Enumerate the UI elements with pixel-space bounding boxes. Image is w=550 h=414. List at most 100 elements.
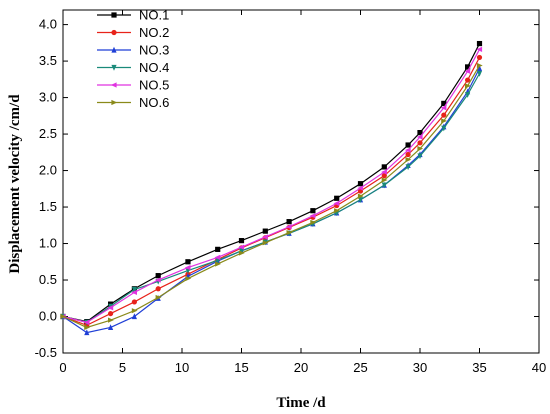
data-point: [357, 185, 364, 191]
data-point: [215, 246, 221, 252]
data-point: [405, 157, 412, 163]
data-point: [440, 105, 447, 111]
data-point: [405, 142, 411, 148]
data-point: [334, 195, 340, 201]
data-point: [262, 234, 268, 240]
data-point: [155, 294, 162, 301]
data-point: [310, 219, 317, 225]
data-point: [131, 308, 138, 314]
x-tick-label: 15: [234, 360, 248, 375]
y-axis-title: Displacement velocity /cm/d: [7, 94, 23, 274]
x-tick-label: 0: [59, 360, 66, 375]
data-point: [381, 173, 387, 179]
series-5: [59, 46, 483, 325]
legend-item-3: NO.3: [97, 43, 169, 58]
data-point: [155, 286, 161, 292]
data-point: [310, 208, 316, 214]
y-tick-label: 4.0: [39, 17, 57, 32]
y-tick-label: 0.0: [39, 309, 57, 324]
y-tick-label: 2.5: [39, 126, 57, 141]
data-point: [404, 147, 411, 153]
series-3: [60, 65, 483, 336]
data-point: [131, 289, 137, 296]
data-point: [357, 193, 364, 199]
legend-marker: [111, 64, 117, 71]
data-point: [83, 319, 90, 325]
x-tick-label: 35: [472, 360, 486, 375]
data-point: [238, 248, 245, 255]
data-point: [381, 164, 387, 170]
series-4: [60, 70, 483, 326]
data-point: [465, 77, 471, 83]
data-point: [108, 324, 114, 331]
series-line: [62, 57, 481, 326]
legend-item-5: NO.5: [97, 78, 169, 93]
data-point: [286, 219, 292, 225]
data-point: [184, 265, 191, 271]
series-1: [60, 40, 483, 325]
data-point: [476, 54, 483, 61]
axes: 0 5 10 15 20 25 30 35 40 -0.5 0.0 0.5 1.0 1.5 2.0 2.5 3.…: [35, 10, 546, 375]
legend-item-1: NO.1: [97, 8, 169, 23]
data-point: [131, 286, 137, 293]
legend-item-2: NO.2: [97, 25, 169, 40]
data-point: [107, 305, 114, 311]
series-layer: [59, 40, 483, 336]
data-point: [286, 229, 293, 236]
y-tick-label: 1.0: [39, 236, 57, 251]
data-point: [262, 228, 268, 234]
legend-marker: [110, 82, 117, 88]
data-point: [476, 70, 483, 77]
data-point: [476, 65, 483, 71]
y-tick-label: 2.0: [39, 163, 57, 178]
data-point: [417, 140, 423, 146]
data-point: [215, 261, 221, 267]
data-point: [441, 100, 447, 107]
data-point: [465, 83, 471, 89]
data-point: [417, 146, 424, 152]
x-tick-label: 40: [532, 360, 546, 375]
data-point: [185, 275, 192, 282]
legend-marker: [111, 46, 117, 53]
y-tick-label: -0.5: [35, 345, 57, 360]
data-point: [108, 310, 114, 317]
series-6: [60, 62, 483, 331]
legend-label: NO.1: [139, 8, 169, 23]
data-point: [84, 324, 90, 331]
data-point: [334, 208, 340, 214]
legend-label: NO.4: [139, 60, 169, 75]
y-tick-label: 3.0: [39, 90, 57, 105]
legend-marker: [111, 12, 117, 18]
data-point: [238, 244, 245, 250]
data-point: [131, 313, 137, 320]
data-point: [381, 182, 387, 189]
series-line: [62, 65, 481, 329]
data-point: [285, 224, 292, 230]
x-tick-label: 30: [413, 360, 427, 375]
data-point: [464, 68, 471, 74]
data-point: [417, 153, 423, 160]
data-point: [108, 317, 114, 323]
y-tick-label: 1.5: [39, 199, 57, 214]
data-point: [441, 125, 447, 132]
data-point: [465, 64, 471, 70]
legend-item-4: NO.4: [97, 60, 169, 75]
data-point: [155, 277, 161, 283]
x-axis-title: Time /d: [276, 395, 326, 411]
x-tick-label: 10: [175, 360, 189, 375]
data-point: [262, 240, 269, 246]
data-point: [60, 313, 67, 320]
data-point: [405, 164, 411, 171]
data-point: [357, 197, 364, 203]
data-point: [405, 151, 411, 158]
data-point: [214, 254, 221, 260]
data-point: [238, 250, 245, 256]
data-point: [309, 213, 316, 219]
data-point: [381, 177, 388, 183]
legend-marker: [111, 29, 117, 36]
data-point: [441, 118, 447, 124]
legend-item-6: NO.6: [97, 95, 169, 110]
series-line: [62, 73, 481, 323]
data-point: [416, 134, 423, 140]
